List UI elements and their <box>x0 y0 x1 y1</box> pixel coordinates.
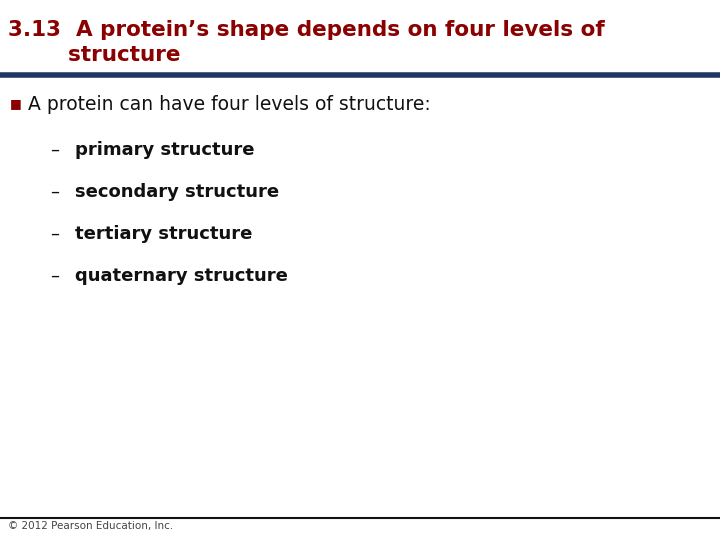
Text: structure: structure <box>8 45 181 65</box>
Text: quaternary structure: quaternary structure <box>75 267 288 285</box>
Text: tertiary structure: tertiary structure <box>75 225 253 243</box>
Text: © 2012 Pearson Education, Inc.: © 2012 Pearson Education, Inc. <box>8 521 174 531</box>
Text: –: – <box>50 141 59 159</box>
Text: –: – <box>50 183 59 201</box>
Text: primary structure: primary structure <box>75 141 254 159</box>
Text: ■: ■ <box>10 98 22 111</box>
Text: A protein can have four levels of structure:: A protein can have four levels of struct… <box>28 94 431 113</box>
Text: –: – <box>50 267 59 285</box>
Text: –: – <box>50 225 59 243</box>
Text: secondary structure: secondary structure <box>75 183 279 201</box>
Text: 3.13  A protein’s shape depends on four levels of: 3.13 A protein’s shape depends on four l… <box>8 20 605 40</box>
